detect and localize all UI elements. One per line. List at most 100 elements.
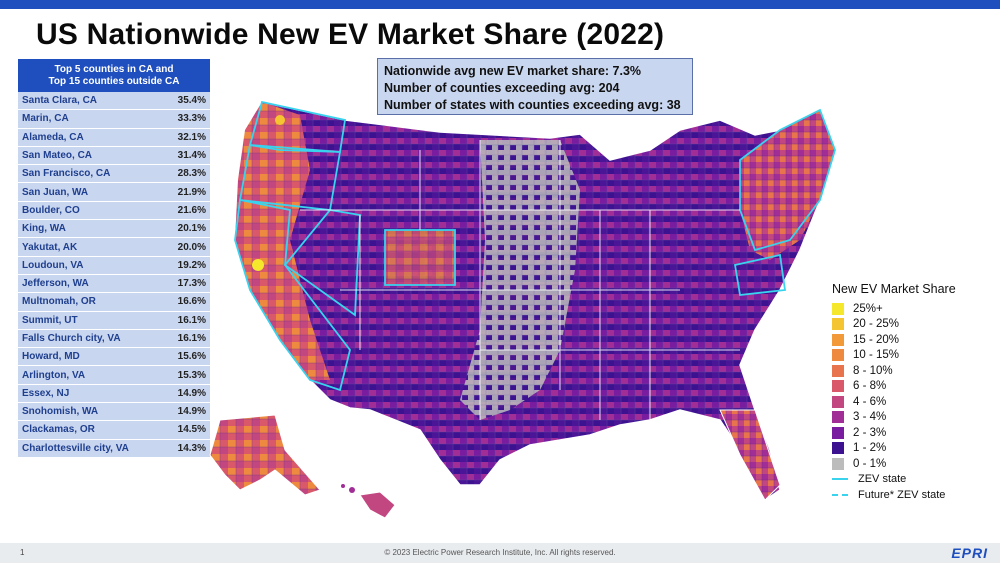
- county-name: Essex, NJ: [22, 387, 70, 399]
- page-number: 1: [20, 548, 25, 557]
- legend-label: 8 - 10%: [853, 364, 893, 377]
- table-row: Marin, CA 33.3%: [18, 110, 210, 129]
- copyright-text: © 2023 Electric Power Research Institute…: [384, 548, 616, 557]
- county-name: San Francisco, CA: [22, 168, 111, 180]
- epri-logo: EPRI: [951, 545, 988, 561]
- legend-label: 10 - 15%: [853, 349, 900, 362]
- alaska-shape: [209, 414, 321, 496]
- table-row: San Juan, WA 21.9%: [18, 183, 210, 202]
- table-row: Alameda, CA 32.1%: [18, 128, 210, 147]
- county-name: Santa Clara, CA: [22, 95, 98, 107]
- legend-zev-label: ZEV state: [858, 473, 907, 486]
- legend-item: 25%+: [832, 301, 992, 317]
- table-row: Boulder, CO 21.6%: [18, 201, 210, 221]
- florida-region: [719, 409, 781, 501]
- legend-label: 0 - 1%: [853, 457, 887, 470]
- county-share-value: 33.3%: [177, 113, 206, 125]
- county-name: Multnomah, OR: [22, 296, 96, 308]
- legend-items: 25%+ 20 - 25% 15 - 20% 10 - 15% 8 - 10% 6 - 8…: [832, 301, 992, 472]
- county-share-value: 14.9%: [177, 406, 206, 418]
- legend-item: 20 - 25%: [832, 317, 992, 333]
- county-share-value: 28.3%: [177, 168, 206, 180]
- table-row: Essex, NJ 14.9%: [18, 384, 210, 404]
- hawaii-shape: [359, 491, 396, 519]
- table-row: Howard, MD 15.6%: [18, 348, 210, 367]
- stat-avg-share: Nationwide avg new EV market share: 7.3%: [384, 64, 642, 78]
- table-row: Santa Clara, CA 35.4%: [18, 92, 210, 111]
- county-share-value: 15.3%: [177, 369, 206, 381]
- county-share-value: 16.1%: [177, 314, 206, 326]
- county-name: Howard, MD: [22, 351, 80, 363]
- table-row: San Francisco, CA 28.3%: [18, 165, 210, 184]
- hawaii-island-small-2: [341, 484, 345, 488]
- seattle-hotspot: [275, 115, 285, 125]
- legend-swatch: [832, 302, 844, 315]
- legend-item: 2 - 3%: [832, 425, 992, 441]
- top-counties-table: Top 5 counties in CA and Top 15 counties…: [18, 59, 210, 458]
- us-county-map: [209, 100, 836, 519]
- legend-item: 15 - 20%: [832, 332, 992, 348]
- legend-item: 10 - 15%: [832, 348, 992, 364]
- table-body: Santa Clara, CA 35.4% Marin, CA 33.3% Alamed…: [18, 92, 210, 458]
- county-name: San Juan, WA: [22, 186, 89, 198]
- legend-label: 4 - 6%: [853, 395, 887, 408]
- county-share-value: 15.6%: [177, 351, 206, 363]
- legend-zev-state: ZEV state: [832, 472, 992, 488]
- county-share-value: 17.3%: [177, 278, 206, 290]
- legend-swatch: [832, 318, 844, 331]
- county-share-value: 14.5%: [177, 424, 206, 436]
- county-share-value: 32.1%: [177, 131, 206, 143]
- county-name: Marin, CA: [22, 113, 69, 125]
- county-share-value: 19.2%: [177, 259, 206, 271]
- stats-summary-box: Nationwide avg new EV market share: 7.3%…: [377, 58, 693, 115]
- legend-swatch: [832, 411, 844, 424]
- hawaii-island-small: [349, 487, 355, 493]
- county-name: Jefferson, WA: [22, 278, 89, 290]
- zev-line-swatch: [832, 478, 848, 481]
- county-name: Loudoun, VA: [22, 259, 84, 271]
- county-name: King, WA: [22, 223, 66, 235]
- county-name: Clackamas, OR: [22, 424, 95, 436]
- county-share-value: 16.6%: [177, 296, 206, 308]
- county-name: Yakutat, AK: [22, 241, 78, 253]
- table-header-line1: Top 5 counties in CA and: [54, 63, 174, 75]
- table-header: Top 5 counties in CA and Top 15 counties…: [18, 59, 210, 92]
- county-share-value: 14.9%: [177, 387, 206, 399]
- table-row: Falls Church city, VA 16.1%: [18, 329, 210, 349]
- county-share-value: 35.4%: [177, 95, 206, 107]
- legend-item: 3 - 4%: [832, 410, 992, 426]
- county-name: Alameda, CA: [22, 131, 84, 143]
- county-name: Falls Church city, VA: [22, 333, 121, 344]
- legend-item: 0 - 1%: [832, 456, 992, 472]
- legend-label: 20 - 25%: [853, 318, 900, 331]
- state-borders: [300, 140, 740, 420]
- county-share-value: 20.0%: [177, 241, 206, 253]
- legend-swatch: [832, 364, 844, 377]
- legend-item: 1 - 2%: [832, 441, 992, 457]
- table-row: Loudoun, VA 19.2%: [18, 256, 210, 275]
- table-row: Snohomish, WA 14.9%: [18, 403, 210, 422]
- legend-swatch: [832, 395, 844, 408]
- table-row: Multnomah, OR 16.6%: [18, 293, 210, 312]
- legend-label: 3 - 4%: [853, 411, 887, 424]
- footer: 1 © 2023 Electric Power Research Institu…: [0, 543, 1000, 563]
- top-accent-bar: [0, 0, 1000, 9]
- legend-future-zev-state: Future* ZEV state: [832, 487, 992, 503]
- stat-counties-exceeding: Number of counties exceeding avg: 204: [384, 81, 620, 95]
- bay-area-hotspot: [252, 259, 264, 271]
- table-row: Clackamas, OR 14.5%: [18, 421, 210, 440]
- west-coast-region: [235, 102, 330, 380]
- county-share-value: 21.6%: [177, 204, 206, 216]
- legend-swatch: [832, 349, 844, 362]
- legend-swatch: [832, 457, 844, 470]
- county-name: San Mateo, CA: [22, 150, 93, 162]
- legend-item: 8 - 10%: [832, 363, 992, 379]
- table-row: Jefferson, WA 17.3%: [18, 274, 210, 294]
- legend-future-label: Future* ZEV state: [858, 488, 946, 501]
- legend-swatch: [832, 333, 844, 346]
- northeast-region: [740, 110, 835, 260]
- county-share-value: 21.9%: [177, 186, 206, 198]
- legend-label: 15 - 20%: [853, 333, 900, 346]
- county-name: Summit, UT: [22, 314, 78, 326]
- stat-states-exceeding: Number of states with counties exceeding…: [384, 98, 681, 112]
